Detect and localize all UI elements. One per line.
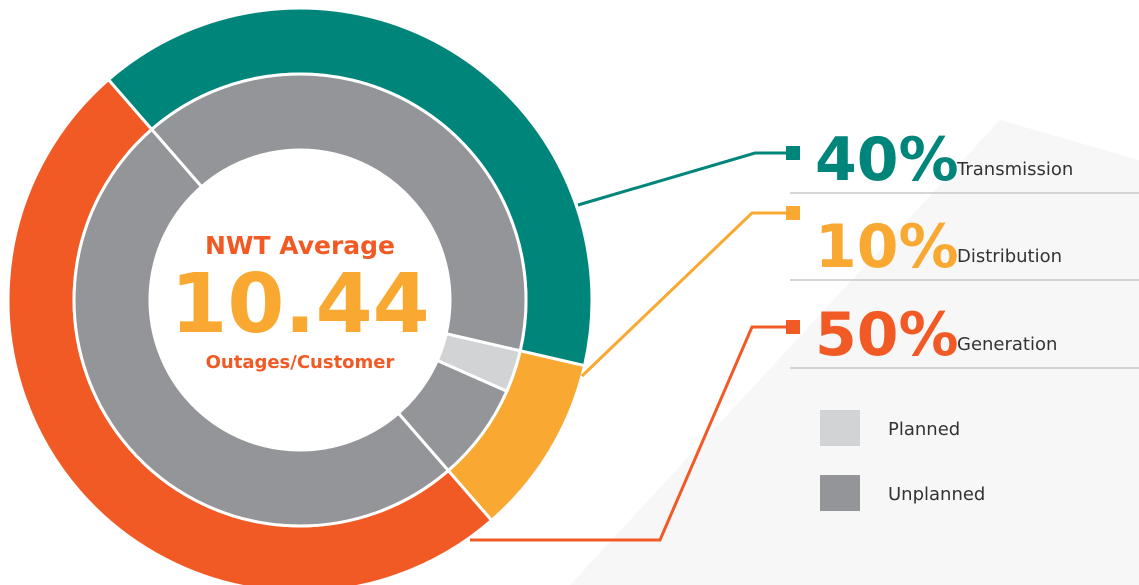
value-label: 50%	[815, 300, 959, 370]
legend-label: Planned	[888, 419, 960, 440]
category-label: Transmission	[956, 159, 1073, 180]
center-value: 10.44	[170, 257, 429, 352]
leader-line	[470, 325, 790, 542]
callout-marker	[786, 206, 800, 220]
leader-line	[577, 151, 790, 207]
center-label: Outages/Customer	[206, 352, 395, 373]
callout-marker	[786, 320, 800, 334]
legend-swatch	[820, 410, 860, 446]
center-title: NWT Average	[205, 231, 395, 260]
background-shape	[570, 120, 1139, 585]
center-hole	[150, 150, 450, 450]
leader-line	[580, 211, 790, 378]
category-label: Distribution	[957, 246, 1062, 267]
legend-swatch	[820, 475, 860, 511]
legend-label: Unplanned	[888, 484, 985, 505]
value-label: 40%	[815, 125, 959, 195]
value-label: 10%	[815, 212, 959, 282]
callout-marker	[786, 146, 800, 160]
category-label: Generation	[957, 334, 1057, 355]
